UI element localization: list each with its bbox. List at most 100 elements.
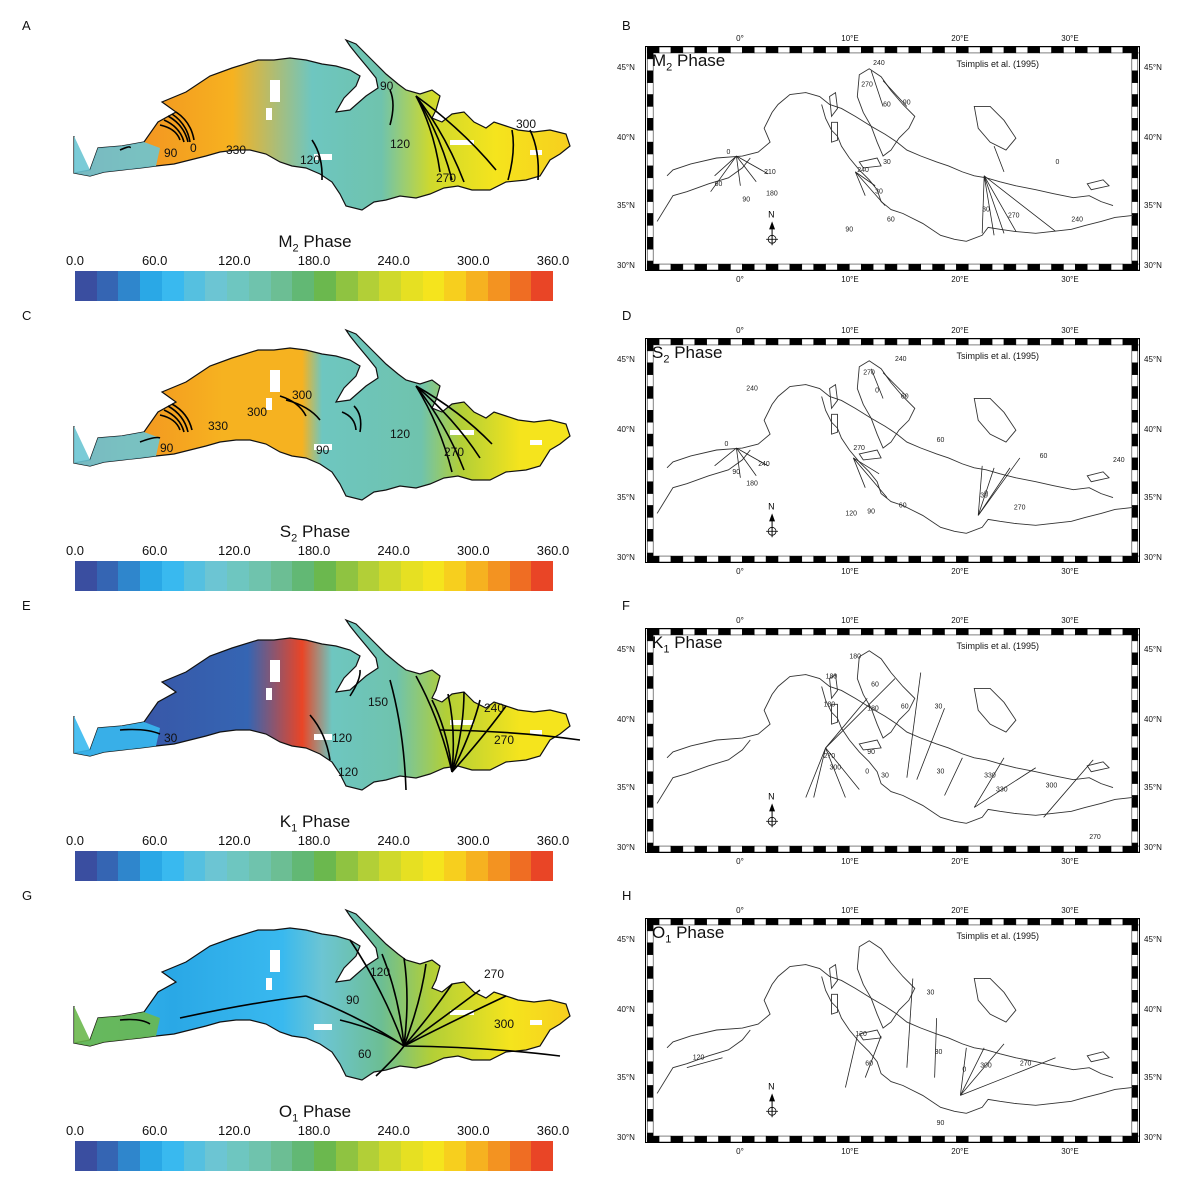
phase-contour-label: 60 [358, 1047, 372, 1061]
coastline-detail [829, 360, 1110, 483]
colorbar-k1 [75, 851, 554, 881]
observed-cotidal-line [906, 978, 914, 1068]
cotidal-line [451, 699, 481, 773]
cotidal-line [403, 957, 408, 1047]
frame-border-segment [1098, 339, 1112, 346]
frame-border-segment [646, 153, 654, 167]
frame-border-segment [1015, 629, 1029, 636]
frame-border-segment [1087, 339, 1100, 346]
model-map-svg: 30 150 120 120 240 270 [73, 618, 581, 791]
observed-phase-label: 0 [726, 149, 730, 156]
frame-border-segment [694, 555, 707, 562]
observed-cotidal-line [845, 1035, 858, 1088]
frame-border-segment [932, 629, 945, 636]
frame-border-segment [789, 47, 803, 54]
frame-border-segment [646, 481, 654, 494]
frame-border-segment [1051, 919, 1064, 926]
frame-border-segment [742, 919, 755, 926]
coastline-detail [829, 68, 1110, 191]
frame-border-segment [646, 819, 654, 832]
colorbar-cell [487, 561, 510, 591]
frame-border-segment [968, 339, 981, 346]
frame-border-segment [884, 263, 898, 270]
frame-border-segment [1131, 990, 1139, 1003]
observed-phase-label: 270 [1008, 212, 1020, 219]
frame-border-segment [1015, 919, 1029, 926]
frame-border-segment [956, 629, 969, 636]
frame-border-segment [646, 735, 654, 749]
colorbar-cell [335, 1141, 358, 1171]
frame-border-segment [968, 263, 981, 270]
phase-contour-label: 150 [368, 695, 388, 709]
lon-tick-label: 20°E [951, 275, 969, 284]
observed-phase-label: 60 [715, 181, 723, 188]
lat-tick-label: 40°N [617, 425, 635, 434]
island [530, 150, 542, 155]
frame-border-segment [837, 555, 850, 562]
frame-border-segment [646, 469, 654, 482]
frame-border-segment [730, 47, 743, 54]
phase-contour-label: 90 [346, 993, 360, 1007]
colorbar-cell [248, 271, 271, 301]
lon-tick-label: 10°E [841, 906, 859, 915]
colorbar-cell [401, 271, 423, 301]
lon-tick-label: 30°E [1061, 567, 1079, 576]
island [450, 1010, 474, 1015]
lon-tick-label: 10°E [841, 857, 859, 866]
frame-border-segment [682, 1135, 696, 1142]
frame-border-segment [825, 339, 838, 346]
frame-border-segment [646, 386, 654, 399]
island [314, 1024, 332, 1030]
observed-phase-label: 30 [935, 1049, 943, 1056]
colorbar-cell [357, 851, 380, 881]
phase-contour-label: 300 [247, 405, 267, 419]
frame-border-segment [742, 629, 755, 636]
obs-phase-title: O1 Phase [652, 923, 725, 946]
frame-border-segment [646, 118, 654, 131]
frame-border-segment [1110, 919, 1124, 926]
colorbar-cell [335, 561, 358, 591]
colorbar-cell [487, 271, 510, 301]
colorbar-cell [227, 1141, 249, 1171]
cotidal-line [311, 139, 323, 181]
frame-border-segment [753, 339, 767, 346]
lon-tick-label: 0° [736, 1147, 744, 1156]
frame-border-segment [646, 422, 654, 435]
frame-border-segment [718, 555, 731, 562]
north-arrow-icon [766, 1093, 779, 1118]
lon-tick-label: 10°E [841, 567, 859, 576]
frame-border-segment [920, 845, 933, 852]
frame-border-segment [1003, 1135, 1017, 1142]
island [270, 370, 280, 392]
frame-border-segment [1075, 555, 1088, 562]
phase-contour-label: 240 [484, 701, 504, 715]
frame-border-segment [646, 1132, 654, 1142]
frame-border-segment [1051, 555, 1064, 562]
phase-contour-label: 300 [292, 388, 312, 402]
frame-border-segment [646, 165, 654, 179]
frame-border-segment [920, 1135, 933, 1142]
frame-border-segment [896, 339, 910, 346]
frame-border-segment [646, 978, 654, 991]
frame-border-segment [944, 263, 957, 270]
frame-border-segment [765, 47, 779, 54]
cotidal-line [349, 939, 405, 1047]
obs-map-m2: 240 270 60 90 0 210 180 60 90 240 30 30 60 90 0 30 270 24… [645, 46, 1140, 271]
frame-border-segment [1131, 688, 1139, 701]
frame-border-segment [1051, 339, 1064, 346]
frame-border-segment [837, 339, 850, 346]
frame-border-segment [872, 339, 886, 346]
observed-cotidal-line [882, 372, 908, 397]
colorbar-cell [531, 851, 554, 881]
cotidal-line [403, 963, 427, 1047]
colorbar-cell [444, 271, 467, 301]
frame-border-segment [991, 919, 1005, 926]
lat-tick-label: 35°N [1144, 493, 1162, 502]
frame-border-segment [872, 1135, 886, 1142]
observed-phase-label: 30 [883, 159, 891, 166]
frame-border-segment [646, 664, 654, 677]
frame-border-segment [730, 555, 743, 562]
frame-border-segment [646, 966, 654, 979]
colorbar-tick-label: 0.0 [65, 543, 85, 558]
